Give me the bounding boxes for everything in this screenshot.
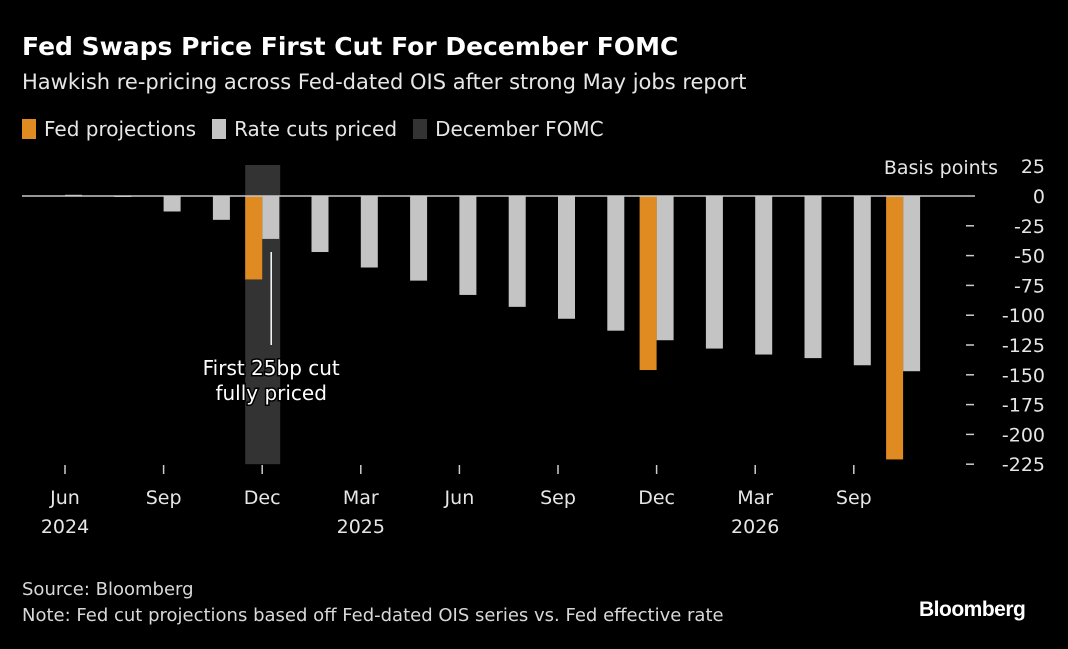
legend-swatch: [413, 119, 428, 139]
bar-rate-cuts-priced: [705, 196, 723, 349]
bar-rate-cuts-priced: [804, 196, 822, 359]
y-tick-label: -75: [1014, 275, 1045, 297]
footnote: Note: Fed cut projections based off Fed-…: [22, 605, 724, 626]
x-tick-label: Dec: [638, 487, 675, 509]
legend-swatch: [22, 119, 36, 139]
annotation-text: fully priced: [215, 381, 327, 405]
x-tick-year: 2025: [337, 516, 385, 538]
bar-rate-cuts-priced: [360, 196, 378, 268]
x-tick-year: 2026: [731, 516, 779, 538]
chart-subtitle: Hawkish re-pricing across Fed-dated OIS …: [22, 70, 747, 94]
y-tick-label: -200: [1002, 424, 1045, 446]
x-tick-label: Dec: [244, 487, 281, 509]
bar-rate-cuts-priced: [853, 196, 871, 366]
legend-item-rate-cuts: Rate cuts priced: [212, 117, 397, 141]
x-tick-label: Sep: [540, 487, 576, 509]
x-tick-label: Sep: [836, 487, 872, 509]
y-tick-label: -225: [1002, 454, 1045, 476]
legend-swatch: [212, 119, 227, 139]
legend-item-fed-projections: Fed projections: [22, 117, 196, 141]
y-tick-label: -150: [1002, 365, 1045, 387]
bar-rate-cuts-priced: [607, 196, 625, 331]
x-tick-label: Sep: [146, 487, 182, 509]
bar-fed-projection: [245, 196, 263, 280]
bar-rate-cuts-priced: [508, 196, 526, 307]
x-tick-label: Mar: [737, 487, 773, 509]
annotation-text: First 25bp cut: [203, 356, 340, 380]
source-note: Source: Bloomberg: [22, 579, 194, 600]
bar-rate-cuts-priced: [459, 196, 477, 295]
legend-label: December FOMC: [435, 117, 604, 141]
y-tick-label: -50: [1014, 246, 1045, 268]
y-tick-label: -125: [1002, 335, 1045, 357]
legend-item-december-fomc: December FOMC: [413, 117, 604, 141]
y-tick-label: 0: [1033, 186, 1045, 208]
bar-rate-cuts-priced: [311, 196, 329, 253]
y-tick-label: -175: [1002, 395, 1045, 417]
bar-rate-cuts-priced: [212, 196, 230, 220]
bar-rate-cuts-priced: [262, 196, 280, 239]
bar-rate-cuts-priced: [903, 196, 921, 372]
chart-title: Fed Swaps Price First Cut For December F…: [22, 32, 679, 61]
bar-fed-projection: [639, 196, 657, 371]
bar-rate-cuts-priced: [656, 196, 674, 341]
y-axis-label: Basis points: [884, 157, 998, 179]
x-tick-label: Jun: [49, 487, 80, 509]
legend-label: Rate cuts priced: [234, 117, 398, 141]
bar-rate-cuts-priced: [558, 196, 575, 319]
bar-rate-cuts-priced: [410, 196, 428, 281]
bar-rate-cuts-priced: [163, 196, 181, 212]
legend-label: Fed projections: [44, 117, 197, 141]
y-tick-label: -100: [1002, 305, 1045, 327]
x-tick-label: Mar: [343, 487, 379, 509]
bar-rate-cuts-priced: [755, 196, 773, 355]
y-tick-label: 25: [1021, 156, 1045, 178]
bloomberg-logo: Bloomberg: [919, 598, 1026, 621]
legend: Fed projections Rate cuts priced Decembe…: [22, 117, 604, 141]
x-tick-year: 2024: [41, 516, 89, 538]
bar-fed-projection: [886, 196, 904, 460]
x-tick-label: Jun: [444, 487, 475, 509]
y-tick-label: -25: [1014, 216, 1045, 238]
